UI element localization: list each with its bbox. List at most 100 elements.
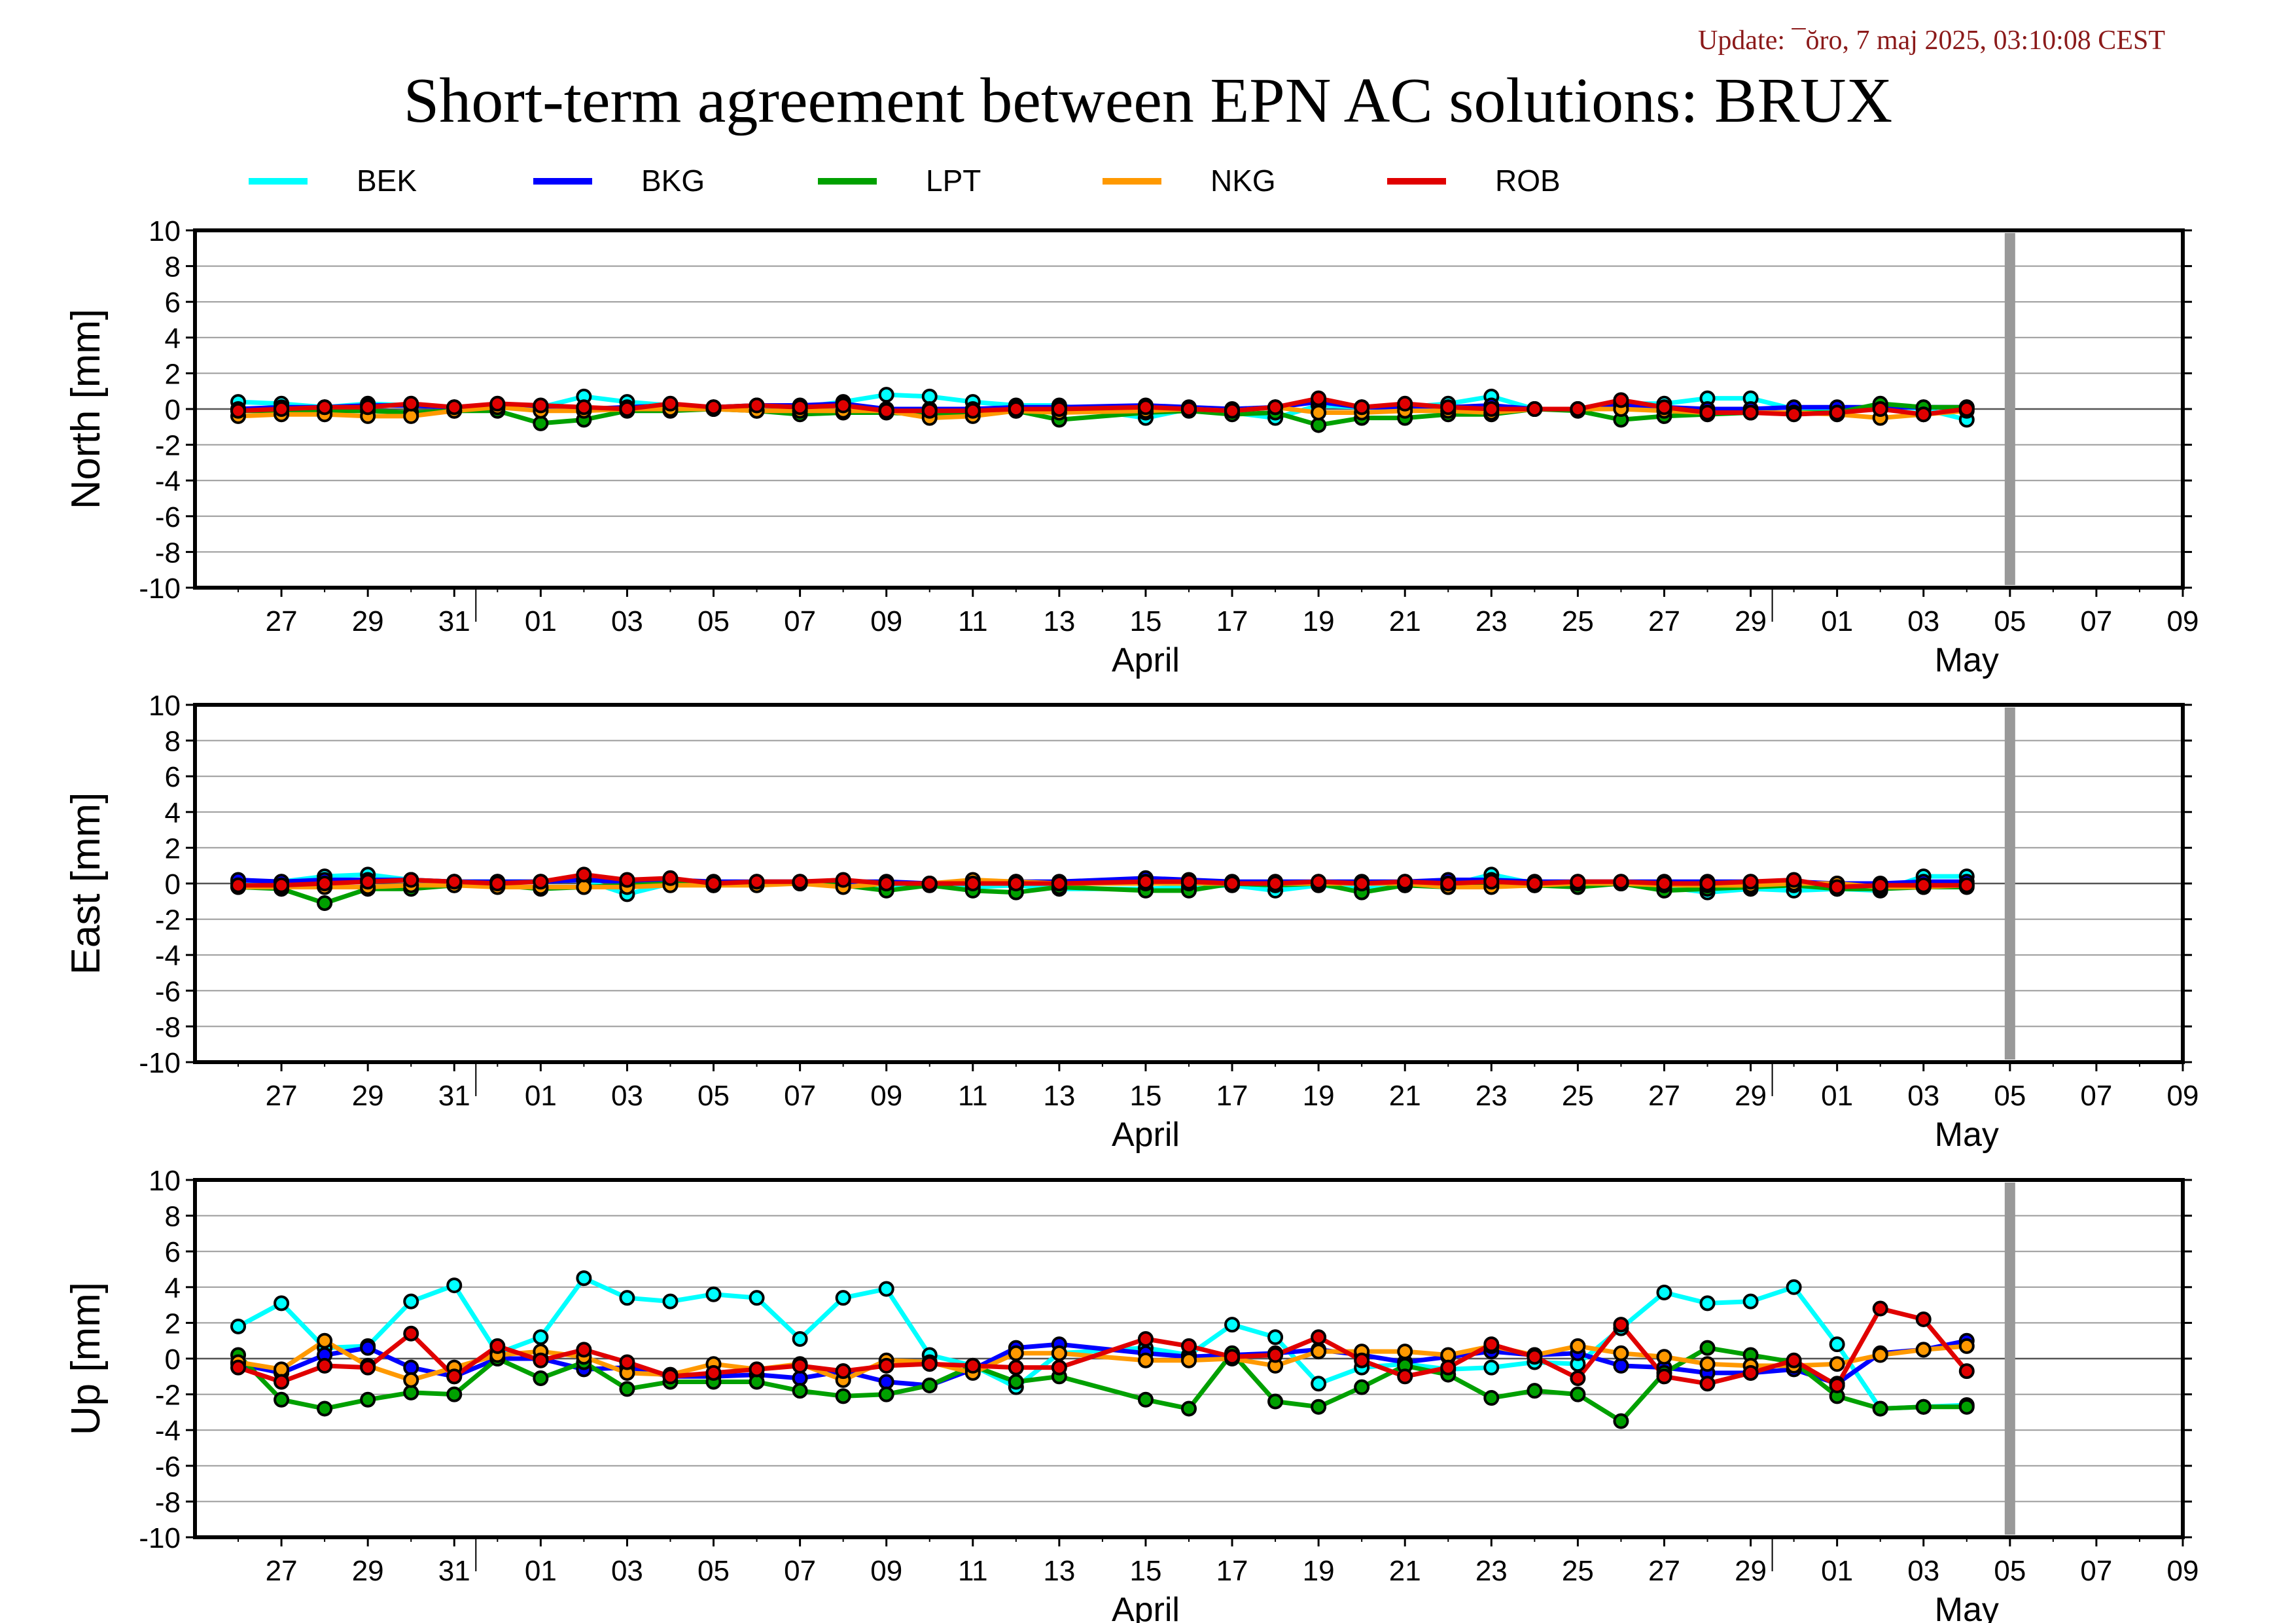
east-point-rob	[230, 877, 247, 893]
up-ytick-label: 4	[165, 1272, 181, 1304]
up-point-rob	[1786, 1352, 1802, 1368]
north-point-rob	[792, 399, 808, 416]
north-point-nkg	[1311, 404, 1327, 421]
east-month-label-april: April	[1112, 1116, 1180, 1154]
east-point-rob	[662, 870, 679, 886]
north-point-rob	[1527, 401, 1543, 417]
east-ytick-label: -2	[155, 904, 181, 936]
up-point-rob	[1483, 1336, 1500, 1353]
up-point-lpt	[1483, 1390, 1500, 1406]
up-point-lpt	[1181, 1400, 1197, 1417]
east-month-label-may: May	[1935, 1116, 1999, 1154]
north-point-rob	[1181, 401, 1197, 417]
east-point-rob	[1656, 876, 1672, 891]
east-ytick-label: -10	[139, 1047, 181, 1079]
east-point-rob	[792, 874, 808, 890]
east-series-line-rob	[238, 872, 1967, 889]
north-ylabel: North [mm]	[63, 309, 109, 510]
east-point-rob	[317, 876, 333, 891]
north-point-nkg	[403, 408, 419, 424]
up-point-rob	[1008, 1359, 1024, 1376]
east-xtick-label: 03	[1907, 1080, 1939, 1112]
north-point-rob	[1224, 402, 1241, 419]
up-xtick-label: 19	[1303, 1555, 1335, 1587]
north-point-rob	[1699, 404, 1716, 421]
up-point-bek	[1483, 1359, 1500, 1376]
north-month-label-april: April	[1112, 641, 1180, 679]
east-ytick-label: 6	[165, 761, 181, 793]
up-point-lpt	[1570, 1386, 1586, 1402]
north-point-rob	[1786, 406, 1802, 423]
up-point-lpt	[1958, 1399, 1975, 1415]
north-point-rob	[360, 399, 376, 416]
north-xtick-label: 17	[1216, 605, 1248, 637]
up-point-rob	[792, 1357, 808, 1374]
up-point-nkg	[1958, 1338, 1975, 1354]
up-xtick-label: 27	[266, 1555, 298, 1587]
east-point-rob	[1872, 877, 1888, 893]
east-panel: 10 86 420-2 -4 -6-8 -10 East [mm] 27 29 31 01 03 05 0…	[63, 690, 2199, 1154]
east-point-rob	[878, 876, 894, 891]
up-point-nkg	[1872, 1347, 1888, 1363]
up-point-rob	[274, 1374, 290, 1390]
east-xtick-label: 07	[2080, 1080, 2112, 1112]
east-xtick-label: 01	[1821, 1080, 1853, 1112]
north-xtick-label: 11	[958, 605, 988, 637]
north-plot-frame	[193, 228, 2185, 590]
up-point-rob	[1656, 1368, 1672, 1385]
up-point-rob	[1051, 1359, 1067, 1376]
north-point-bek	[878, 387, 894, 403]
up-month-label-april: April	[1112, 1591, 1180, 1623]
up-point-lpt	[835, 1388, 851, 1404]
up-xtick-label: 25	[1562, 1555, 1594, 1587]
north-xtick-label: 13	[1043, 605, 1075, 637]
up-point-bek	[1311, 1376, 1327, 1392]
east-point-rob	[705, 876, 722, 891]
east-ytick-label: -4	[155, 940, 181, 972]
up-point-rob	[1354, 1352, 1370, 1368]
east-xtick-label: 15	[1129, 1080, 1161, 1112]
east-point-rob	[1008, 876, 1024, 891]
north-ytick-label: -2	[155, 430, 181, 462]
up-point-bkg	[792, 1370, 808, 1387]
legend-label-bkg: BKG	[641, 164, 705, 198]
up-point-bek	[1656, 1284, 1672, 1300]
east-point-rob	[921, 876, 938, 891]
east-ytick-label: 2	[165, 832, 181, 865]
north-ytick-label: -8	[155, 537, 181, 569]
up-point-rob	[1742, 1364, 1759, 1381]
north-point-rob	[446, 399, 463, 416]
up-point-lpt	[1008, 1374, 1024, 1390]
east-point-rob	[1915, 877, 1932, 893]
legend-label-rob: ROB	[1495, 164, 1561, 198]
north-point-rob	[1311, 390, 1327, 406]
east-point-rob	[1958, 877, 1975, 893]
east-point-rob	[1786, 872, 1802, 888]
east-point-rob	[446, 874, 463, 890]
up-ytick-label: 10	[149, 1165, 181, 1197]
up-point-rob	[1915, 1311, 1932, 1327]
north-ytick-label: 6	[165, 287, 181, 319]
up-point-lpt	[1137, 1391, 1154, 1408]
up-xtick-label: 01	[1821, 1555, 1853, 1587]
east-point-rob	[1051, 876, 1067, 891]
east-point-rob	[1224, 876, 1241, 891]
north-ytick-label: -10	[139, 573, 181, 605]
up-point-nkg	[1051, 1345, 1067, 1361]
north-xtick-label: 27	[1648, 605, 1680, 637]
north-point-rob	[1483, 401, 1500, 417]
up-point-rob	[1527, 1349, 1543, 1365]
north-point-lpt	[1311, 417, 1327, 433]
up-xtick-label: 03	[611, 1555, 643, 1587]
north-point-rob	[1570, 401, 1586, 417]
east-point-rob	[1829, 879, 1845, 895]
legend-label-bek: BEK	[357, 164, 417, 198]
north-point-rob	[1397, 395, 1413, 412]
east-xtick-label: 27	[266, 1080, 298, 1112]
north-point-rob	[576, 399, 592, 416]
north-point-rob	[964, 402, 981, 419]
up-point-bek	[274, 1295, 290, 1311]
up-point-bkg	[1613, 1357, 1629, 1374]
up-point-bek	[576, 1270, 592, 1287]
north-point-rob	[662, 395, 679, 412]
